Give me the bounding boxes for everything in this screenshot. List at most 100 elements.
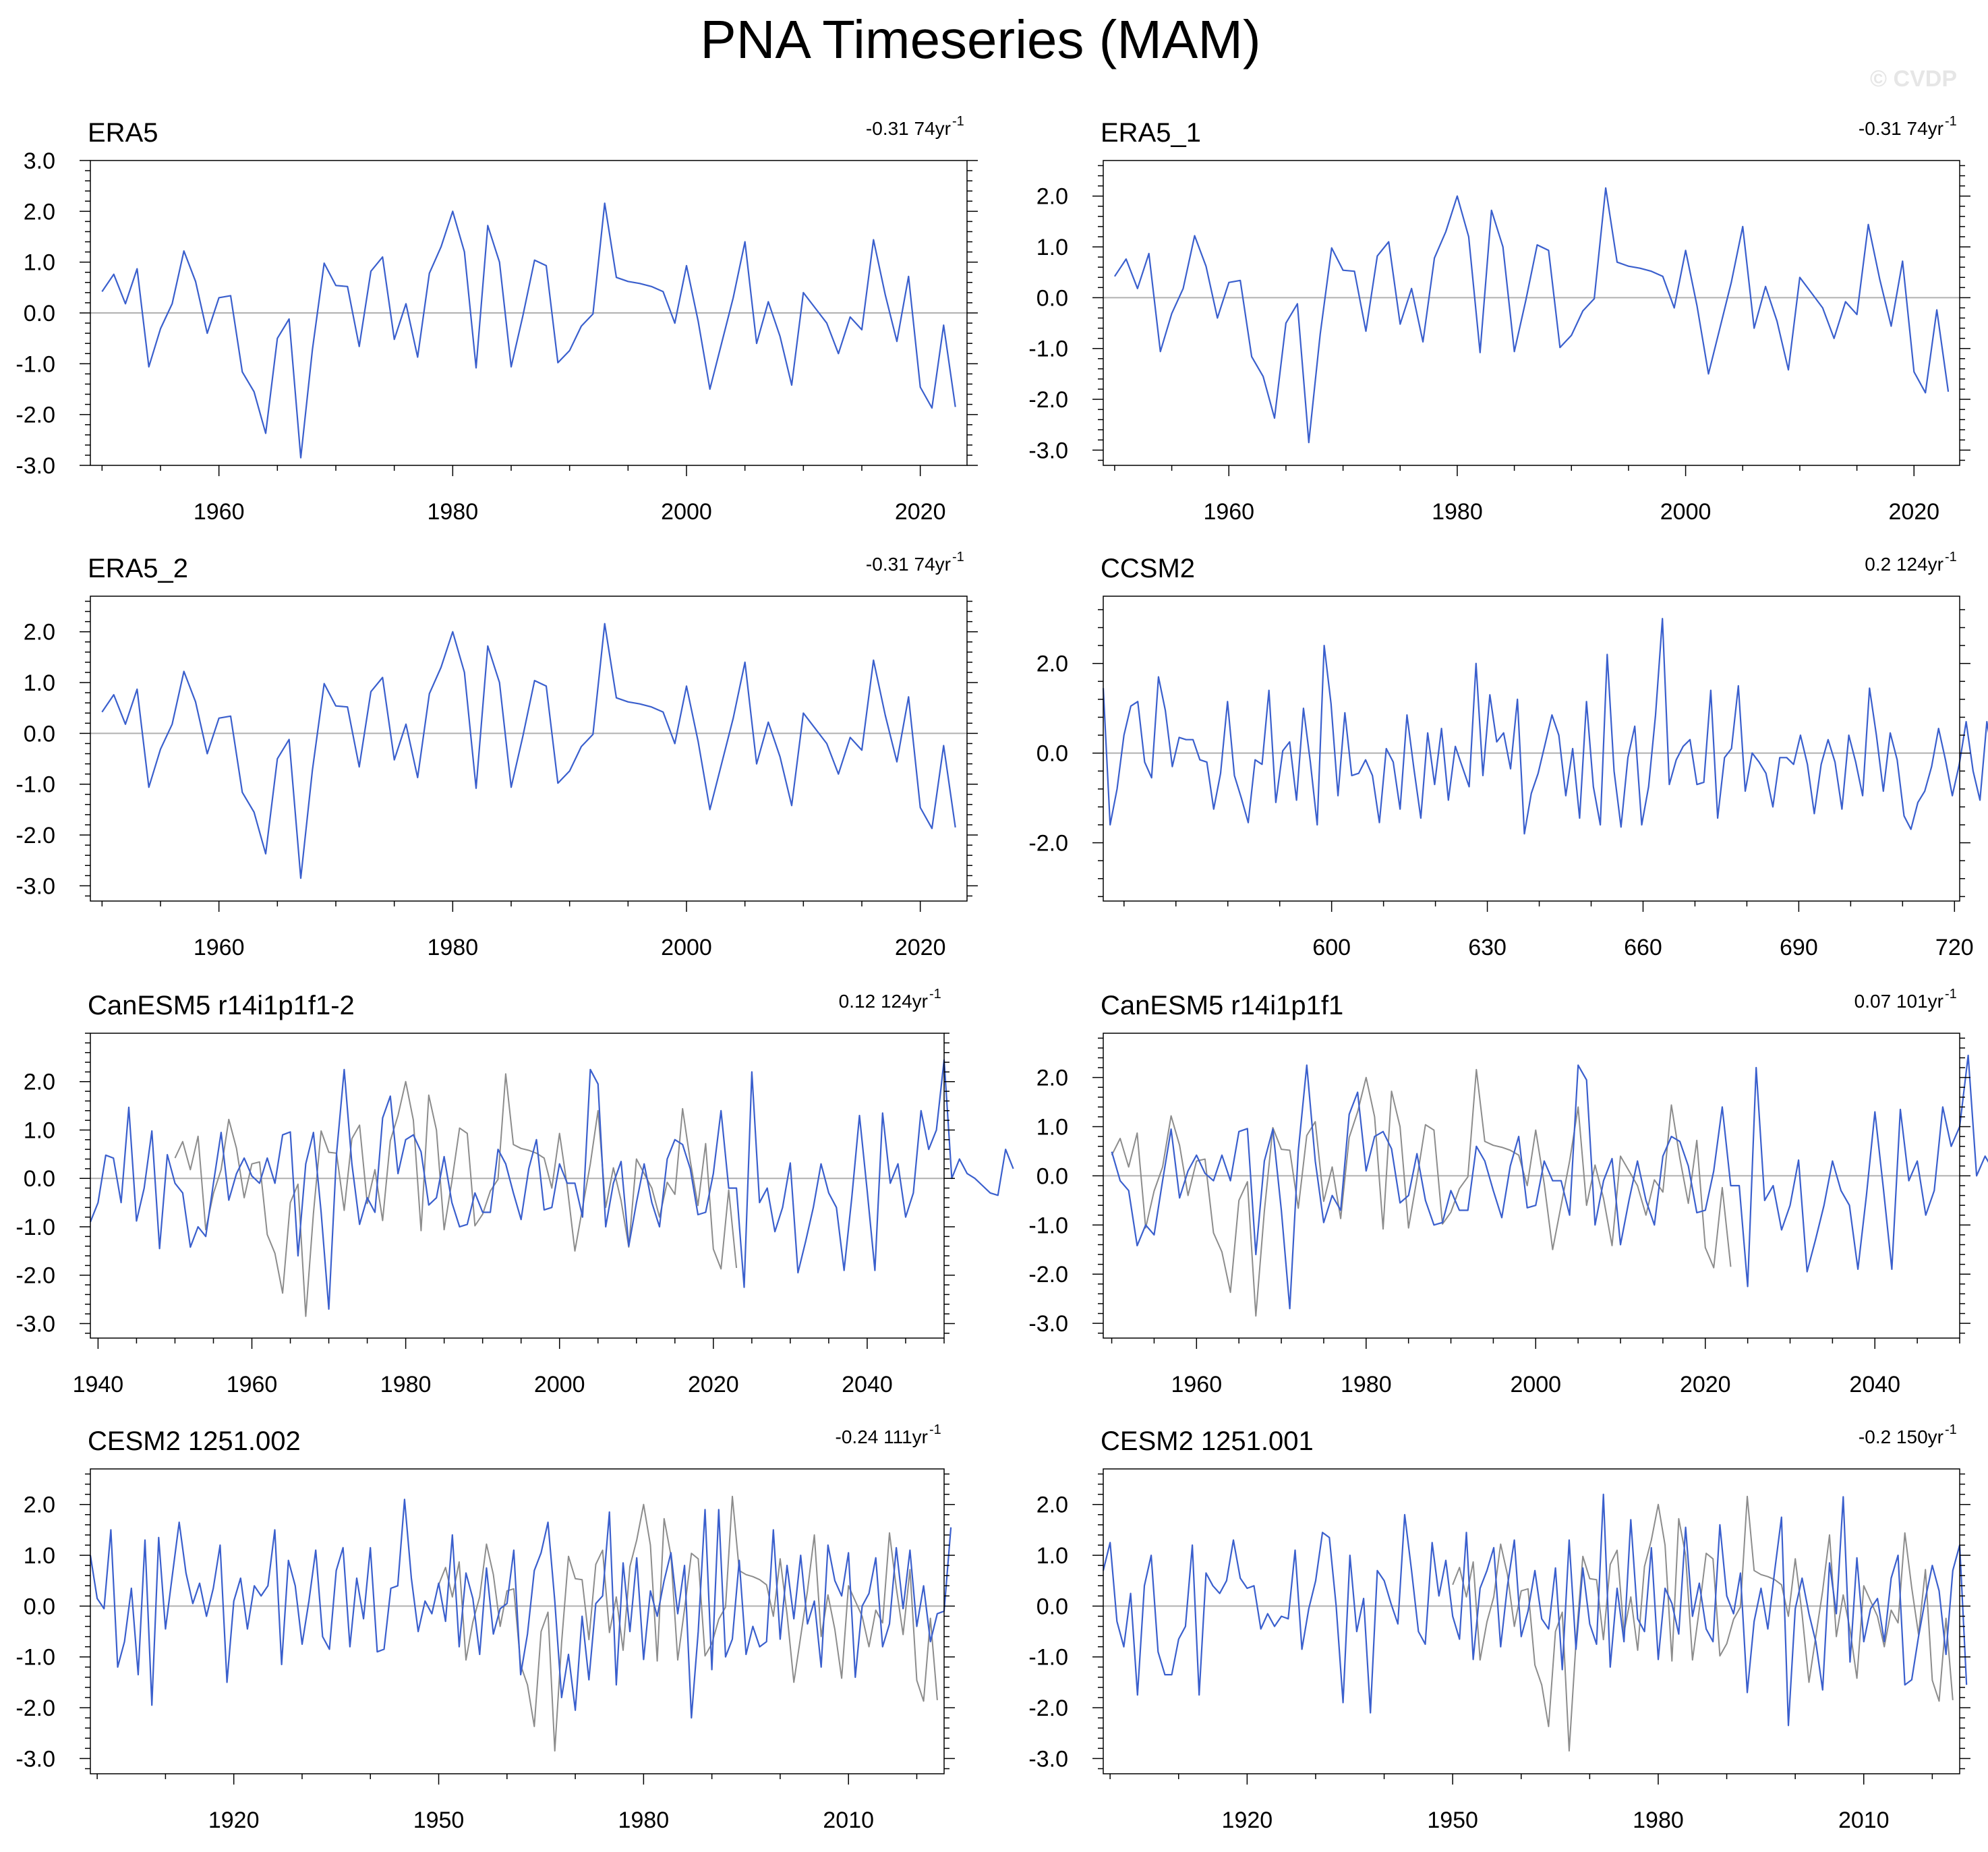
x-tick-label: 2040 [1849, 1372, 1900, 1397]
trend-superscript: -1 [929, 1422, 941, 1437]
x-tick-label: 2000 [1660, 499, 1712, 525]
figure-title: PNA Timeseries (MAM) [700, 9, 1260, 69]
y-tick-label: 2.0 [24, 199, 55, 225]
reference-series-line [174, 1073, 738, 1317]
reference-series-line [1452, 1495, 1954, 1752]
y-tick-label: 0.0 [24, 301, 55, 326]
x-tick-label: 2010 [823, 1807, 874, 1833]
y-tick-label: -1.0 [1028, 1213, 1068, 1238]
y-tick-label: -3.0 [1028, 438, 1068, 463]
y-tick-label: -1.0 [1028, 1645, 1068, 1671]
plot-frame [90, 596, 968, 902]
y-tick-label: -2.0 [16, 1263, 55, 1289]
trend-annotation: 0.07 101yr [1854, 991, 1943, 1012]
y-tick-label: 2.0 [1036, 1493, 1068, 1518]
x-tick-label: 1980 [428, 935, 479, 960]
trend-annotation: -0.31 74yr [866, 118, 951, 139]
y-tick-label: 0.0 [24, 721, 55, 747]
panel-title: CanESM5 r14i1p1f1-2 [88, 991, 355, 1020]
panels: ERA5 -0.31 74yr -1-3.0-2.0-1.00.01.02.03.0… [16, 114, 1988, 1833]
trend-superscript: -1 [952, 550, 964, 565]
model-series-line [1102, 618, 1988, 835]
x-tick-label: 600 [1312, 935, 1351, 960]
y-tick-label: 1.0 [1036, 235, 1068, 260]
y-tick-label: -1.0 [16, 772, 55, 798]
x-tick-label: 1980 [380, 1372, 432, 1397]
y-tick-label: 2.0 [24, 620, 55, 645]
x-tick-label: 1920 [208, 1807, 260, 1833]
x-tick-label: 1980 [618, 1807, 670, 1833]
plot-frame [1103, 1468, 1960, 1774]
y-tick-label: -3.0 [16, 1311, 55, 1337]
panel-title: CESM2 1251.002 [88, 1426, 301, 1456]
trend-annotation: -0.31 74yr [1859, 118, 1943, 139]
model-series-line [89, 1499, 952, 1719]
x-tick-label: 1980 [1341, 1372, 1392, 1397]
y-tick-label: 1.0 [24, 1543, 55, 1569]
y-tick-label: 0.0 [24, 1594, 55, 1619]
trend-superscript: -1 [1945, 987, 1957, 1002]
x-tick-label: 2020 [1680, 1372, 1731, 1397]
plot-frame [1103, 1033, 1960, 1339]
y-tick-label: 3.0 [24, 148, 55, 174]
x-tick-label: 690 [1780, 935, 1818, 960]
panel-cesm2-1251-002: CESM2 1251.002 -0.24 111yr -1 -3.0 -2.0 -1.0 0… [16, 1422, 955, 1833]
x-tick-label: 2000 [661, 935, 712, 960]
x-tick-label: 660 [1624, 935, 1662, 960]
panel-title: ERA5_2 [88, 554, 188, 583]
y-tick-label: 2.0 [24, 1070, 55, 1095]
y-tick-label: 0.0 [1036, 1163, 1068, 1189]
y-tick-label: -1.0 [16, 1645, 55, 1671]
panel-era5-1: ERA5_1 -0.31 74yr -1 -3.0 -2.0 -1.0 0.0 1.0 2.0 1… [1028, 114, 1970, 525]
panel-canesm5-r14i1p1f1: CanESM5 r14i1p1f1 0.07 101yr -1 -3.0 -2.0 -1.… [1028, 987, 1988, 1397]
model-series-line [101, 202, 956, 459]
model-series-line [1113, 187, 1950, 444]
y-tick-label: -2.0 [1028, 1262, 1068, 1287]
x-tick-label: 1960 [194, 499, 245, 525]
x-tick-label: 1980 [1432, 499, 1483, 525]
y-tick-label: 0.0 [1036, 1594, 1068, 1619]
reference-series-line [438, 1495, 938, 1752]
x-tick-label: 2010 [1838, 1807, 1890, 1833]
y-tick-label: 1.0 [24, 1118, 55, 1143]
y-tick-label: 2.0 [24, 1493, 55, 1518]
panel-title: CanESM5 r14i1p1f1 [1101, 991, 1343, 1020]
plot-frame [90, 1468, 945, 1774]
y-tick-label: -3.0 [16, 1746, 55, 1772]
y-tick-label: -2.0 [16, 403, 55, 428]
x-tick-label: 2020 [895, 499, 946, 525]
panel-era5: ERA5 -0.31 74yr -1 -3.0 -2.0 -1.0 0.0 1.0 2.0 3.0… [16, 114, 978, 525]
y-tick-label: 2.0 [1036, 652, 1068, 677]
y-tick-label: 0.0 [24, 1166, 55, 1192]
x-tick-label: 2040 [842, 1372, 893, 1397]
panel-title: CCSM2 [1101, 554, 1195, 583]
trend-superscript: -1 [952, 114, 964, 129]
x-tick-label: 1940 [73, 1372, 124, 1397]
plot-frame [90, 1033, 945, 1339]
y-tick-label: -3.0 [1028, 1311, 1068, 1337]
x-tick-label: 720 [1935, 935, 1974, 960]
y-tick-label: -1.0 [16, 1215, 55, 1240]
y-tick-label: -3.0 [16, 453, 55, 479]
credit-watermark: © CVDP [1870, 66, 1957, 92]
trend-annotation: -0.24 111yr [836, 1426, 928, 1447]
x-tick-label: 1960 [1171, 1372, 1222, 1397]
trend-superscript: -1 [1945, 550, 1957, 565]
panel-cesm2-1251-001: CESM2 1251.001 -0.2 150yr -1 -3.0 -2.0 -1.0 0.… [1028, 1422, 1970, 1833]
x-tick-label: 1960 [227, 1372, 278, 1397]
y-tick-label: -2.0 [16, 823, 55, 848]
trend-superscript: -1 [1945, 1422, 1957, 1437]
x-tick-label: 1960 [194, 935, 245, 960]
model-series-line [101, 623, 956, 879]
y-tick-label: -2.0 [1028, 1696, 1068, 1721]
trend-superscript: -1 [1945, 114, 1957, 129]
panel-title: ERA5 [88, 118, 158, 148]
trend-annotation: 0.2 124yr [1865, 554, 1943, 575]
y-tick-label: 1.0 [24, 250, 55, 276]
trend-superscript: -1 [929, 987, 941, 1002]
y-tick-label: -3.0 [1028, 1746, 1068, 1772]
x-tick-label: 1950 [413, 1807, 465, 1833]
y-tick-label: 0.0 [1036, 741, 1068, 767]
trend-annotation: -0.31 74yr [866, 554, 951, 575]
